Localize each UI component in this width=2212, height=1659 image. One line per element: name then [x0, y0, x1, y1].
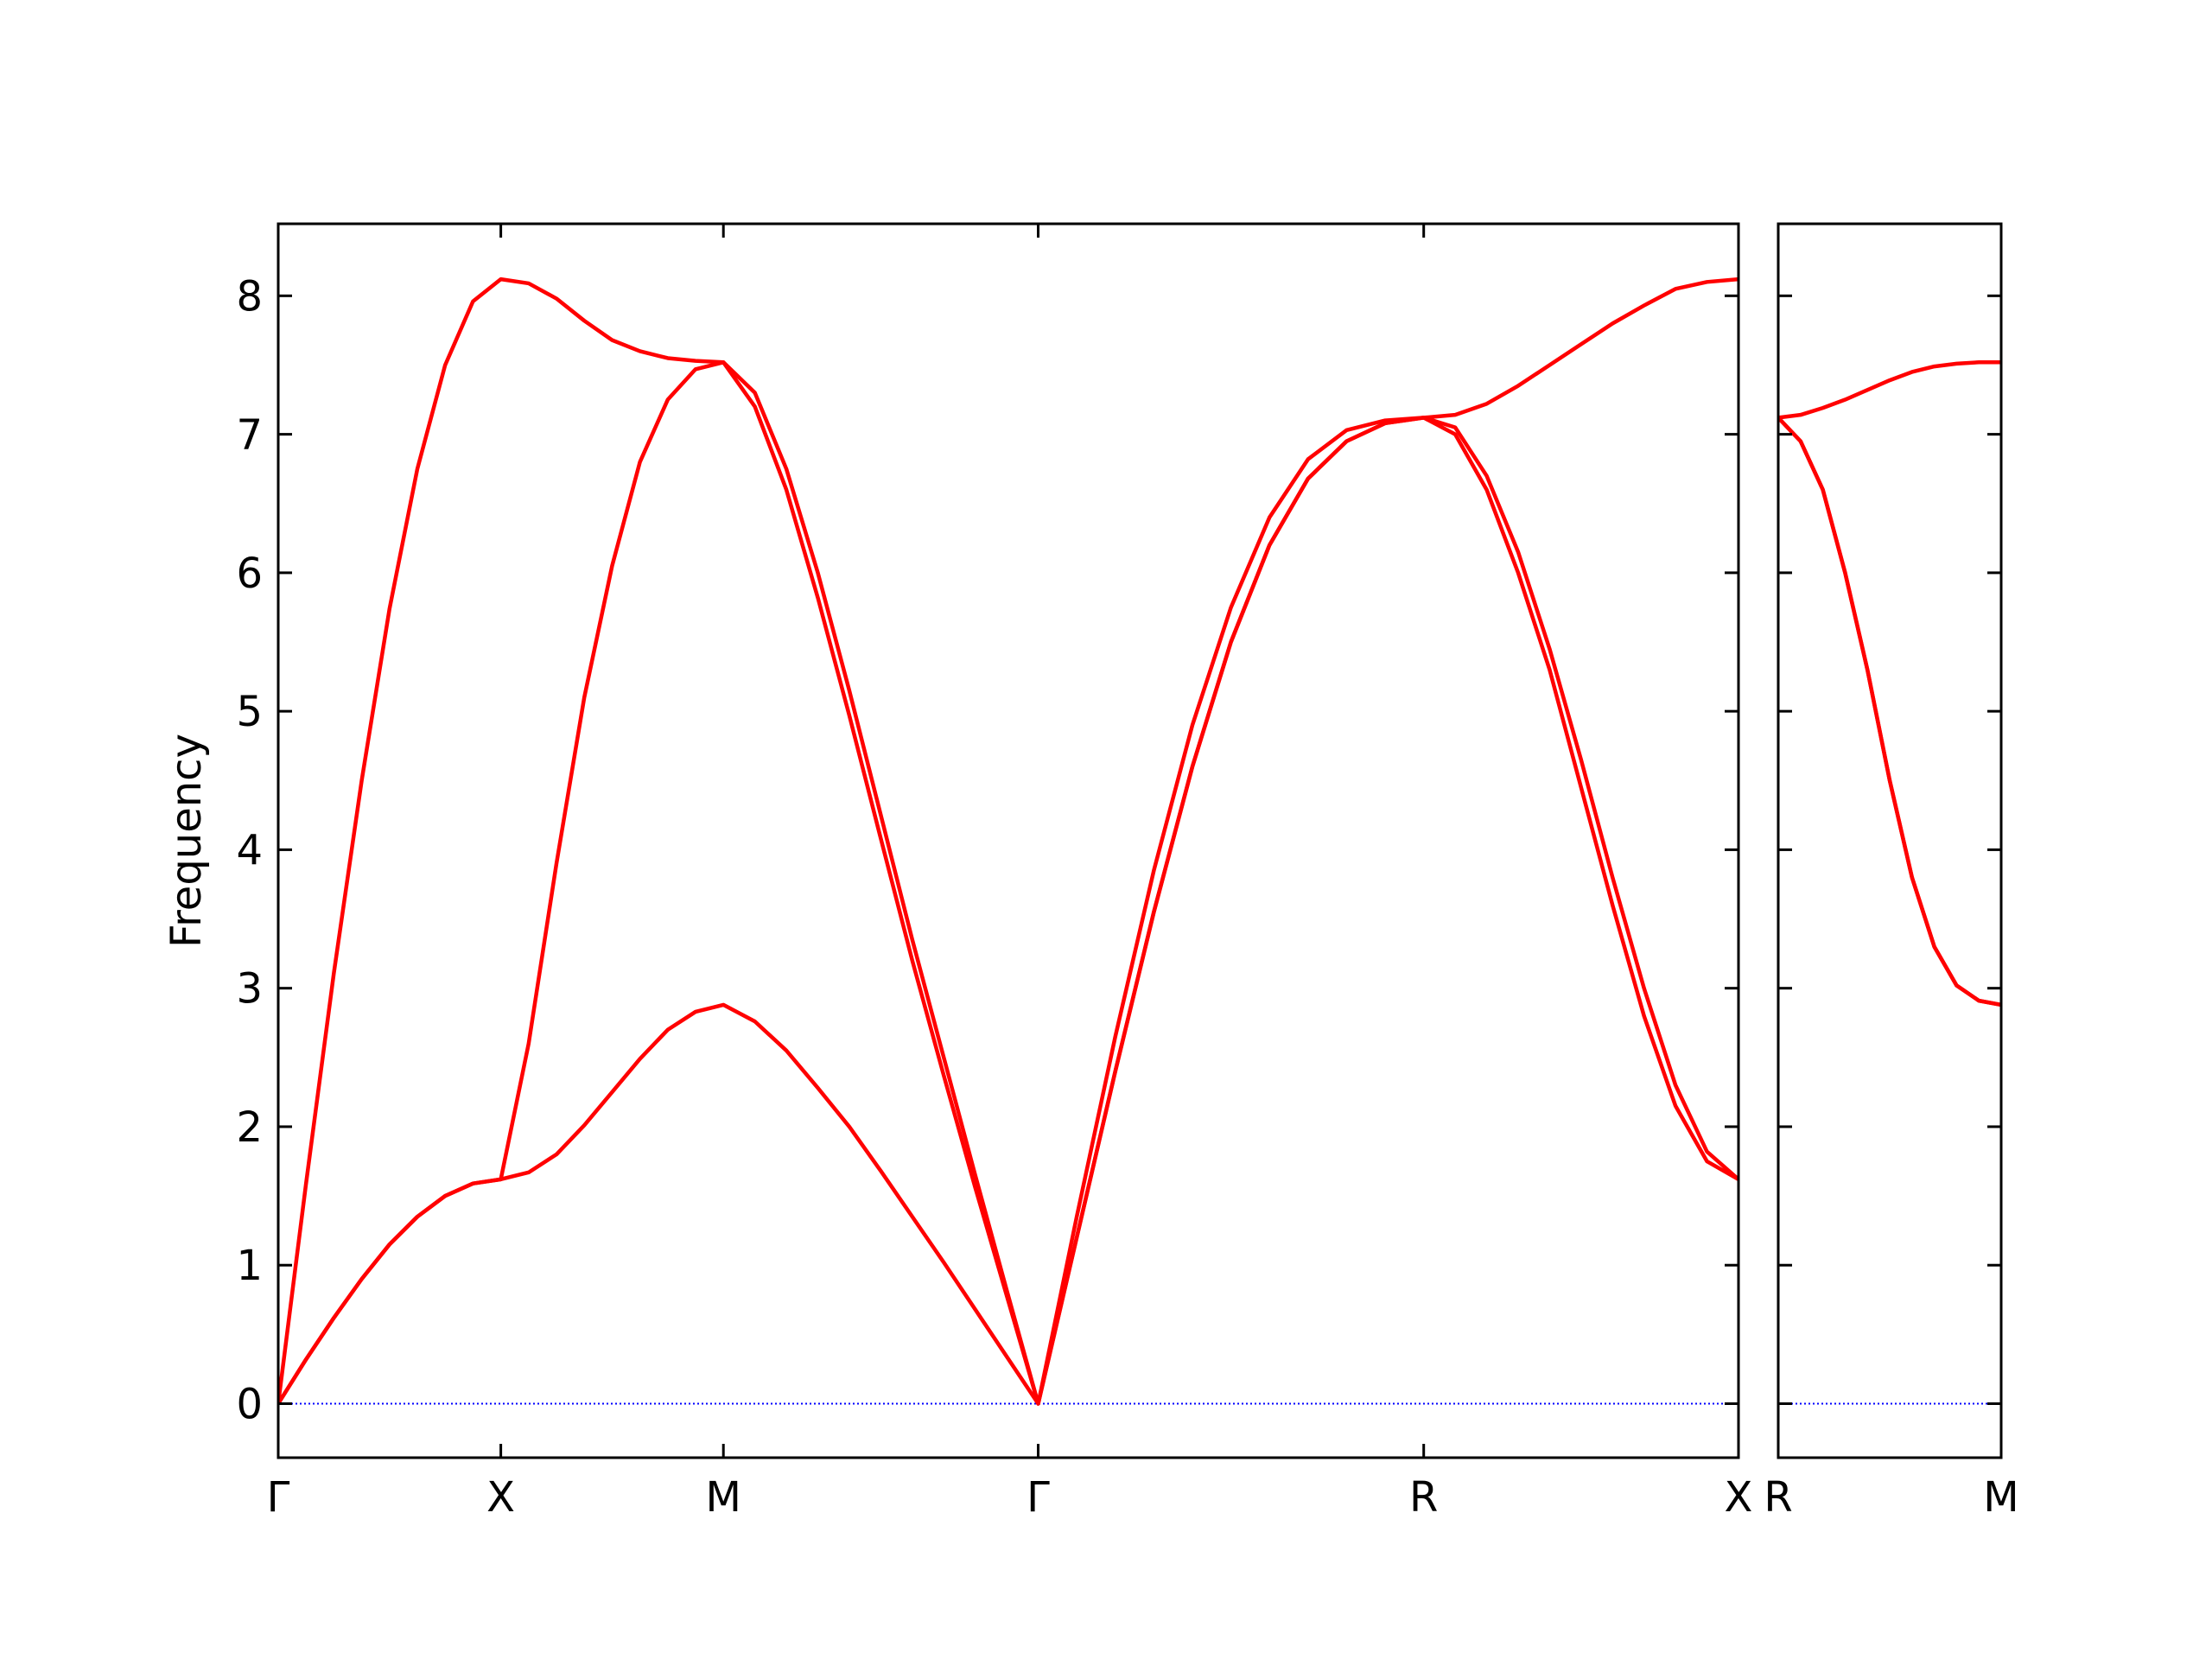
y-tick-label: 7 [236, 411, 263, 460]
y-tick-label: 6 [236, 550, 263, 598]
band-line [1778, 360, 2001, 420]
y-tick-label: 8 [236, 272, 263, 321]
plot-frame [276, 222, 1740, 1459]
y-tick-label: 5 [236, 688, 263, 736]
band-line [278, 360, 1738, 1406]
band-line [278, 416, 1738, 1406]
y-tick-label: 0 [236, 1380, 263, 1428]
x-tick-label: X [486, 1473, 515, 1522]
band-line [1778, 416, 2001, 1007]
band-line [278, 276, 1738, 1406]
y-tick-label: 4 [236, 826, 263, 874]
x-tick-label: Γ [1027, 1473, 1050, 1522]
y-tick-label: 3 [236, 965, 263, 1014]
x-tick-label: Γ [267, 1473, 290, 1522]
y-tick-label: 2 [236, 1103, 263, 1152]
y-tick-label: 1 [236, 1242, 263, 1290]
y-axis-label: Frequency [162, 734, 211, 948]
band-line [1778, 416, 2001, 1007]
x-tick-label: X [1725, 1473, 1753, 1522]
plot-frame [1777, 222, 2003, 1459]
x-tick-label: R [1409, 1473, 1438, 1522]
x-tick-label: M [706, 1473, 741, 1522]
x-tick-label: M [1983, 1473, 2018, 1522]
x-tick-label: R [1764, 1473, 1792, 1522]
